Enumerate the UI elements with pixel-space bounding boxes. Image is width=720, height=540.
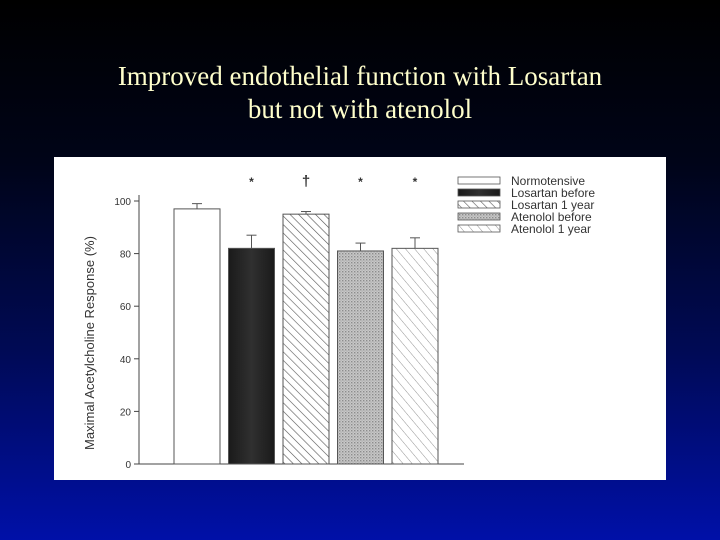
slide-title-line-1: Improved endothelial function with Losar… xyxy=(117,61,603,91)
error-bar-3 xyxy=(301,211,311,215)
bar-4 xyxy=(337,250,384,465)
error-bar-2 xyxy=(246,234,257,249)
y-tick-label: 20 xyxy=(120,407,132,418)
significance-marker-3: † xyxy=(302,173,310,190)
significance-marker-5: * xyxy=(413,175,418,189)
slide-title: Improved endothelial function with Losar… xyxy=(0,60,720,126)
bar-1 xyxy=(173,208,221,465)
legend-swatch-3 xyxy=(457,200,501,209)
legend-swatch-4 xyxy=(457,212,501,221)
error-bar-5 xyxy=(410,237,420,249)
error-bar-4 xyxy=(355,242,366,251)
bar-5 xyxy=(391,247,439,465)
error-bar-1 xyxy=(192,203,202,209)
chart-figure: Maximal Acetylcholine Response (%) 0 20 40… xyxy=(54,157,666,480)
bar-2 xyxy=(228,247,275,465)
legend-label-4: Atenolol before xyxy=(511,210,592,224)
legend-label-1: Normotensive xyxy=(511,174,585,188)
legend-swatch-5 xyxy=(457,224,501,233)
legend-label-3: Losartan 1 year xyxy=(511,198,594,212)
y-tick-label: 100 xyxy=(114,197,131,208)
significance-marker-2: * xyxy=(249,175,254,189)
y-axis-label: Maximal Acetylcholine Response (%) xyxy=(82,236,97,450)
y-tick-label: 80 xyxy=(120,250,132,261)
legend-label-2: Losartan before xyxy=(511,186,595,200)
legend-label-5: Atenolol 1 year xyxy=(511,222,591,236)
y-tick-label: 0 xyxy=(125,460,131,471)
significance-marker-4: * xyxy=(358,175,363,189)
y-tick-label: 60 xyxy=(120,302,132,313)
legend-swatch-1 xyxy=(457,176,501,185)
legend-swatch-2 xyxy=(457,188,501,197)
y-tick-label: 40 xyxy=(120,355,132,366)
slide-title-line-2: but not with atenolol xyxy=(247,94,473,124)
bar-3 xyxy=(282,213,330,465)
bar-chart: Maximal Acetylcholine Response (%) 0 20 40… xyxy=(82,173,595,471)
